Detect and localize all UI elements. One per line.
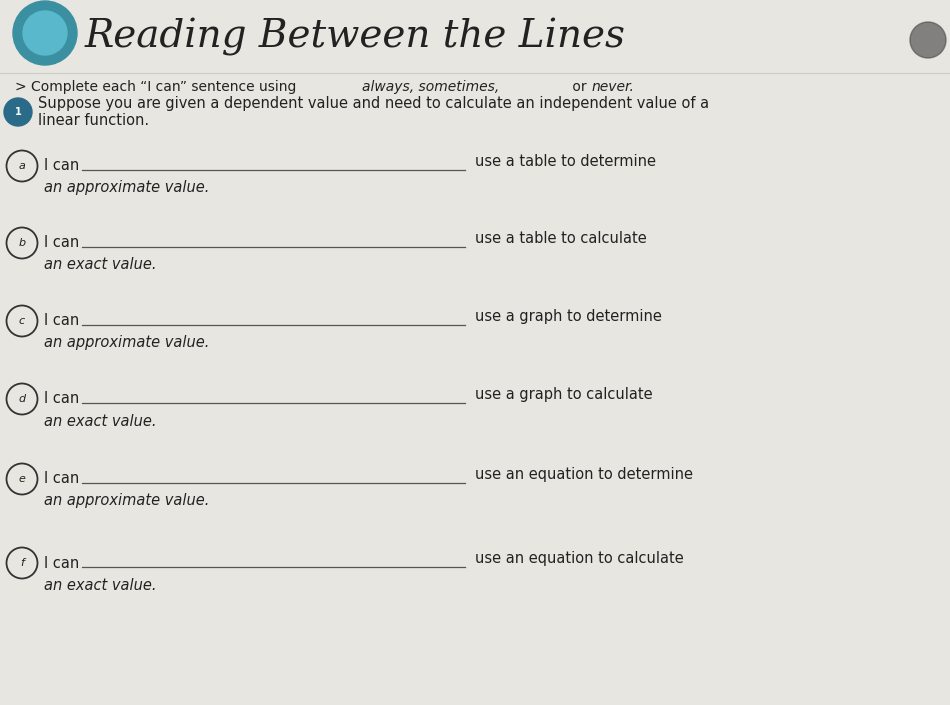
- Circle shape: [23, 11, 67, 55]
- Text: > Complete each “I can” sentence using: > Complete each “I can” sentence using: [15, 80, 301, 94]
- Text: I can: I can: [44, 314, 79, 329]
- Text: I can: I can: [44, 556, 79, 570]
- Text: linear function.: linear function.: [38, 114, 149, 128]
- Text: I can: I can: [44, 235, 79, 250]
- Text: Reading Between the Lines: Reading Between the Lines: [85, 18, 626, 56]
- Text: d: d: [18, 394, 26, 404]
- Text: an exact value.: an exact value.: [44, 577, 157, 592]
- Text: use a table to calculate: use a table to calculate: [475, 231, 647, 247]
- Text: 1: 1: [14, 107, 21, 117]
- Circle shape: [910, 22, 946, 58]
- Circle shape: [7, 548, 37, 579]
- Text: or: or: [568, 80, 591, 94]
- Text: I can: I can: [44, 472, 79, 486]
- Text: I can: I can: [44, 391, 79, 407]
- Text: use an equation to determine: use an equation to determine: [475, 467, 693, 482]
- Text: an approximate value.: an approximate value.: [44, 180, 209, 195]
- Text: e: e: [19, 474, 26, 484]
- Text: use a table to determine: use a table to determine: [475, 154, 656, 169]
- Circle shape: [7, 228, 37, 259]
- Circle shape: [7, 463, 37, 494]
- Circle shape: [4, 98, 32, 126]
- Circle shape: [7, 305, 37, 336]
- Circle shape: [13, 1, 77, 65]
- Text: b: b: [18, 238, 26, 248]
- Text: I can: I can: [44, 159, 79, 173]
- Text: a: a: [19, 161, 26, 171]
- Text: use an equation to calculate: use an equation to calculate: [475, 551, 684, 567]
- Circle shape: [7, 384, 37, 415]
- Circle shape: [7, 150, 37, 181]
- Text: never.: never.: [592, 80, 635, 94]
- Text: an exact value.: an exact value.: [44, 257, 157, 273]
- Text: use a graph to calculate: use a graph to calculate: [475, 388, 653, 403]
- Text: c: c: [19, 316, 25, 326]
- Text: Suppose you are given a dependent value and need to calculate an independent val: Suppose you are given a dependent value …: [38, 97, 709, 111]
- Text: use a graph to determine: use a graph to determine: [475, 309, 662, 324]
- Text: an approximate value.: an approximate value.: [44, 493, 209, 508]
- Text: always, sometimes,: always, sometimes,: [362, 80, 500, 94]
- Text: f: f: [20, 558, 24, 568]
- Text: an exact value.: an exact value.: [44, 414, 157, 429]
- Text: an approximate value.: an approximate value.: [44, 336, 209, 350]
